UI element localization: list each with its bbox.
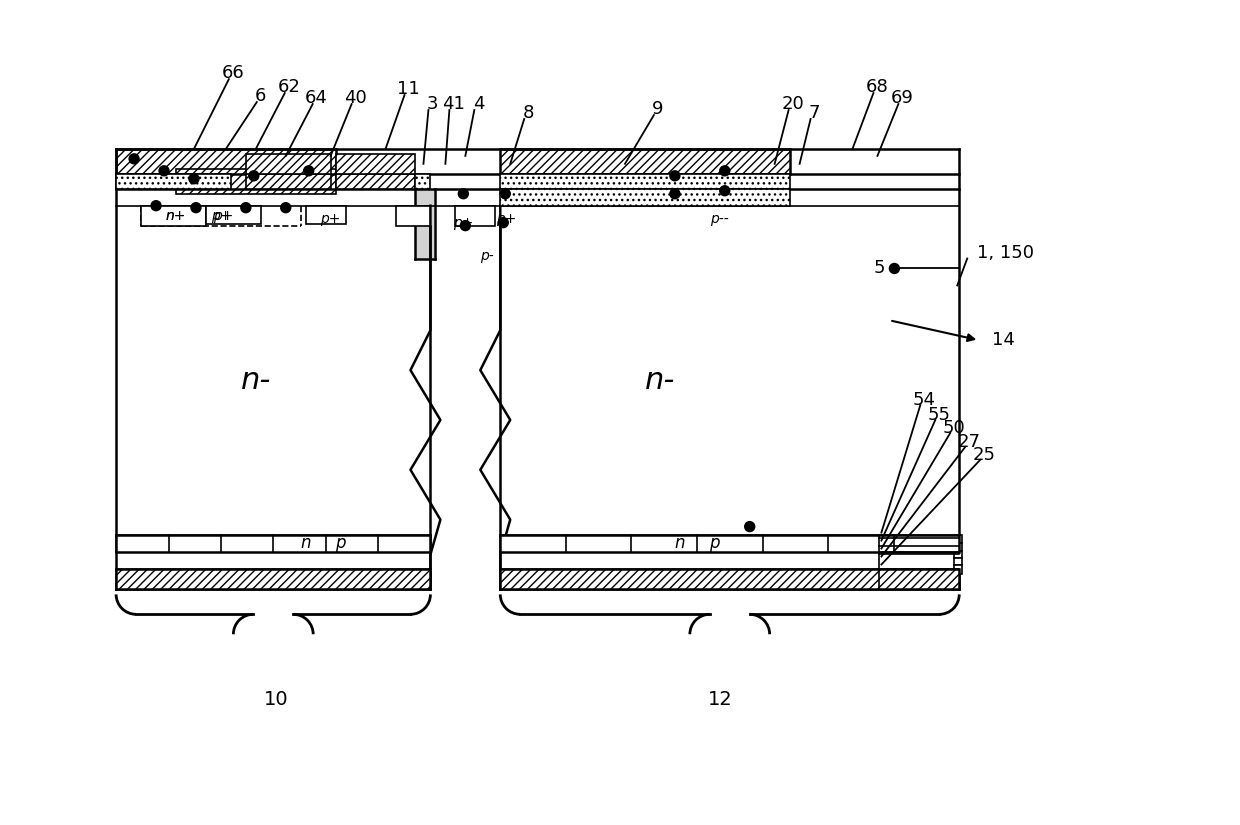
Text: n-: n- bbox=[645, 365, 675, 394]
Bar bbox=[336, 154, 415, 174]
Text: 6: 6 bbox=[255, 87, 267, 105]
Bar bbox=[246, 154, 331, 174]
Bar bbox=[176, 169, 336, 194]
Bar bbox=[955, 565, 962, 574]
Bar bbox=[306, 205, 346, 224]
Circle shape bbox=[719, 166, 730, 176]
Circle shape bbox=[280, 203, 290, 213]
Bar bbox=[117, 148, 336, 174]
Bar bbox=[500, 569, 960, 589]
Bar bbox=[415, 174, 430, 189]
Text: 55: 55 bbox=[928, 406, 951, 424]
Circle shape bbox=[670, 189, 680, 199]
Bar bbox=[246, 174, 331, 189]
Bar bbox=[455, 205, 495, 225]
Text: p+: p+ bbox=[320, 212, 341, 226]
Bar bbox=[117, 569, 430, 589]
Bar bbox=[417, 190, 434, 258]
Bar bbox=[117, 174, 231, 189]
Circle shape bbox=[159, 166, 169, 176]
Bar bbox=[500, 174, 790, 189]
Text: 27: 27 bbox=[957, 433, 981, 451]
Circle shape bbox=[500, 189, 510, 199]
Circle shape bbox=[129, 154, 139, 164]
Text: 25: 25 bbox=[972, 446, 996, 464]
Bar bbox=[500, 148, 790, 174]
Text: 50: 50 bbox=[942, 419, 966, 437]
Bar bbox=[117, 535, 430, 552]
Text: 14: 14 bbox=[992, 332, 1016, 349]
Circle shape bbox=[460, 220, 470, 231]
Text: 41: 41 bbox=[441, 95, 465, 113]
Text: p+: p+ bbox=[213, 209, 233, 223]
Bar bbox=[955, 550, 962, 558]
Bar bbox=[336, 174, 415, 189]
Text: 12: 12 bbox=[707, 690, 732, 709]
Text: 1, 150: 1, 150 bbox=[977, 243, 1034, 262]
Text: p: p bbox=[709, 534, 720, 552]
Text: 62: 62 bbox=[278, 78, 300, 96]
Bar bbox=[955, 558, 962, 565]
Circle shape bbox=[745, 521, 755, 531]
Text: 68: 68 bbox=[866, 78, 889, 96]
Circle shape bbox=[191, 203, 201, 213]
Text: 3: 3 bbox=[427, 95, 438, 113]
Circle shape bbox=[241, 203, 250, 213]
Text: p-: p- bbox=[480, 248, 495, 262]
Circle shape bbox=[249, 171, 259, 181]
Text: p: p bbox=[335, 534, 346, 552]
Text: 9: 9 bbox=[652, 100, 663, 118]
Text: p+: p+ bbox=[496, 212, 516, 226]
Text: 69: 69 bbox=[890, 89, 914, 107]
Bar bbox=[500, 535, 960, 552]
Text: 54: 54 bbox=[913, 391, 936, 409]
Text: n-: n- bbox=[241, 365, 272, 394]
Text: n+: n+ bbox=[166, 209, 186, 223]
Text: n+: n+ bbox=[166, 209, 186, 223]
Text: 8: 8 bbox=[522, 104, 534, 122]
Text: 11: 11 bbox=[397, 80, 420, 98]
Text: p--: p-- bbox=[711, 212, 729, 226]
Bar bbox=[141, 205, 206, 225]
Text: 7: 7 bbox=[808, 104, 821, 122]
Circle shape bbox=[188, 174, 198, 184]
Text: 10: 10 bbox=[263, 690, 288, 709]
Circle shape bbox=[498, 218, 508, 228]
Circle shape bbox=[670, 171, 680, 181]
Text: 64: 64 bbox=[305, 89, 329, 107]
Text: n: n bbox=[300, 534, 311, 552]
Circle shape bbox=[151, 200, 161, 210]
Text: 20: 20 bbox=[781, 95, 804, 113]
Bar bbox=[396, 205, 430, 225]
Circle shape bbox=[304, 166, 314, 176]
Text: p+: p+ bbox=[453, 215, 474, 229]
Text: n: n bbox=[675, 534, 686, 552]
Bar bbox=[206, 205, 260, 224]
Text: p+: p+ bbox=[211, 209, 231, 223]
Circle shape bbox=[889, 263, 899, 273]
Text: 40: 40 bbox=[345, 89, 367, 107]
Bar bbox=[500, 189, 790, 205]
Text: 5: 5 bbox=[874, 260, 885, 277]
Bar bbox=[955, 543, 962, 550]
Circle shape bbox=[719, 186, 730, 196]
Circle shape bbox=[459, 189, 469, 199]
Text: 66: 66 bbox=[222, 64, 244, 82]
Text: 4: 4 bbox=[472, 95, 484, 113]
Bar bbox=[955, 535, 962, 543]
